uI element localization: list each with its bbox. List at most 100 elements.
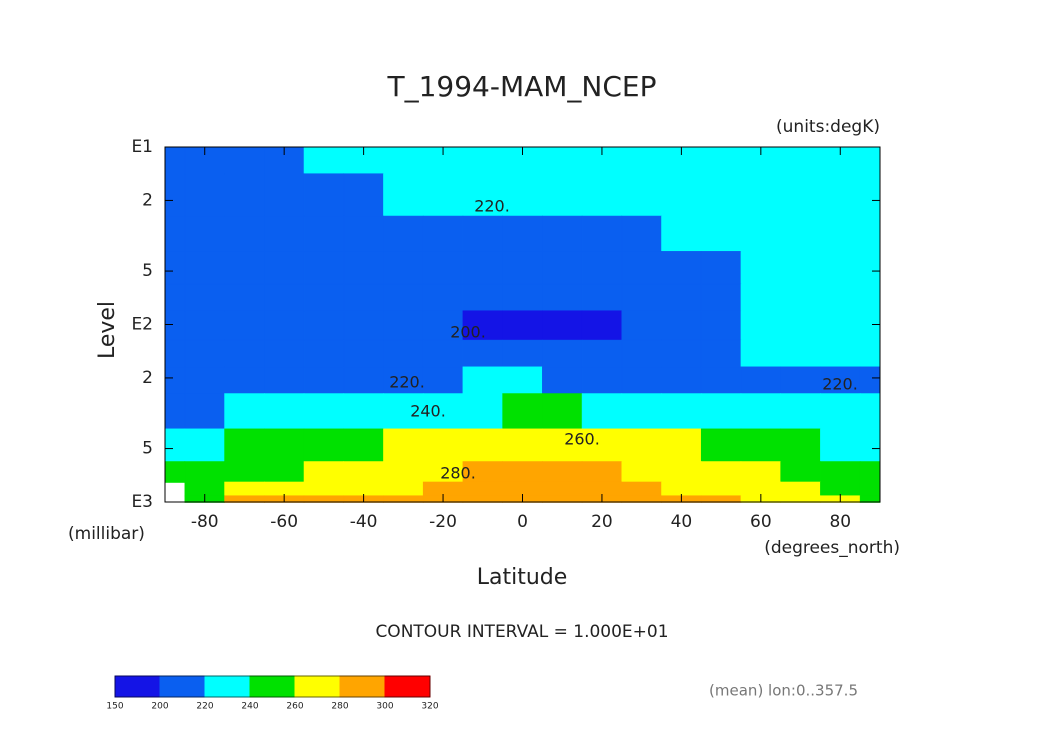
colorbar-swatch (204, 675, 251, 698)
field-cell (264, 461, 305, 483)
field-cell (621, 495, 662, 503)
field-cell (502, 215, 543, 253)
field-cell (502, 310, 543, 341)
field-cell (264, 366, 305, 395)
field-cell (422, 283, 464, 312)
field-cell (224, 283, 265, 312)
x-tick-label: 80 (829, 512, 851, 532)
field-cell (820, 310, 861, 341)
field-cell (264, 393, 305, 430)
field-cell (542, 173, 583, 217)
colorbar-label: 320 (421, 702, 438, 712)
field-cell (224, 215, 265, 253)
field-cell (502, 461, 543, 483)
field-cell (700, 366, 742, 395)
field-cell (383, 215, 424, 253)
colorbar-label: 150 (106, 702, 123, 712)
field-cell (303, 461, 345, 483)
field-cell (740, 393, 781, 430)
colorbar-swatch (384, 675, 431, 698)
contour-label: 200. (450, 323, 486, 342)
field-cell (621, 339, 662, 368)
field-cell (581, 393, 623, 430)
field-cell (383, 481, 424, 497)
contour-label: 240. (410, 402, 446, 421)
field-cell (383, 366, 424, 395)
field-cell (740, 251, 781, 285)
field-cell (740, 215, 781, 253)
field-cell (303, 215, 345, 253)
x-unit-label: (degrees_north) (764, 538, 900, 558)
field-cell (700, 495, 742, 503)
field-cell (303, 310, 345, 341)
colorbar-swatch (114, 675, 161, 698)
field-cell (700, 283, 742, 312)
field-cell (184, 393, 225, 430)
colorbar-label: 200 (151, 702, 168, 712)
field-cell (184, 251, 225, 285)
field-cell (164, 310, 186, 341)
field-cell (343, 461, 384, 483)
field-cell (820, 283, 861, 312)
field-cell (164, 146, 186, 175)
colorbar-swatch (159, 675, 206, 698)
field-cell (164, 173, 186, 217)
field-cell (581, 251, 623, 285)
field-cell (164, 428, 186, 463)
field-cell (542, 310, 583, 341)
field-cell (621, 173, 662, 217)
field-cell (581, 215, 623, 253)
field-cell (820, 428, 861, 463)
x-tick-label: 0 (517, 512, 528, 532)
field-cell (780, 339, 821, 368)
field-cell (462, 366, 503, 395)
field-cell (740, 310, 781, 341)
colorbar-label: 220 (196, 702, 213, 712)
field-cell (303, 251, 345, 285)
field-cell (661, 366, 702, 395)
field-cell (700, 251, 742, 285)
field-cell (581, 339, 623, 368)
field-cell (343, 428, 384, 463)
colorbar-label: 240 (241, 702, 258, 712)
field-cell (462, 146, 503, 175)
field-cell (343, 215, 384, 253)
field-cell (303, 393, 345, 430)
field-cell (303, 481, 345, 497)
field-cell (661, 173, 702, 217)
field-cell (859, 495, 881, 503)
contour-label: 280. (440, 464, 476, 483)
field-cell (224, 481, 265, 497)
field-cell (502, 339, 543, 368)
footnote: (mean) lon:0..357.5 (709, 682, 858, 700)
field-cell (224, 495, 265, 503)
field-cell (224, 146, 265, 175)
field-cell (780, 283, 821, 312)
field-cell (422, 251, 464, 285)
field-cell (542, 393, 583, 430)
y-tick-label: 5 (142, 439, 153, 459)
field-cell (184, 461, 225, 483)
field-cell (542, 146, 583, 175)
field-cell (740, 428, 781, 463)
colorbar-swatch (294, 675, 341, 698)
field-cell (462, 481, 503, 497)
field-cell (422, 173, 464, 217)
field-cell (303, 366, 345, 395)
field-cell (740, 283, 781, 312)
field-cell (740, 339, 781, 368)
field-cell (621, 251, 662, 285)
chart-title: T_1994-MAM_NCEP (386, 70, 656, 103)
y-tick-label: E2 (131, 315, 153, 335)
field-cell (303, 495, 345, 503)
field-cell (621, 481, 662, 497)
field-cell (542, 495, 583, 503)
field-cell (700, 428, 742, 463)
units-label: (units:degK) (776, 117, 880, 137)
field-cell (462, 251, 503, 285)
field-cell (224, 173, 265, 217)
field-cell (700, 146, 742, 175)
field-cell (303, 339, 345, 368)
field-cell (383, 495, 424, 503)
